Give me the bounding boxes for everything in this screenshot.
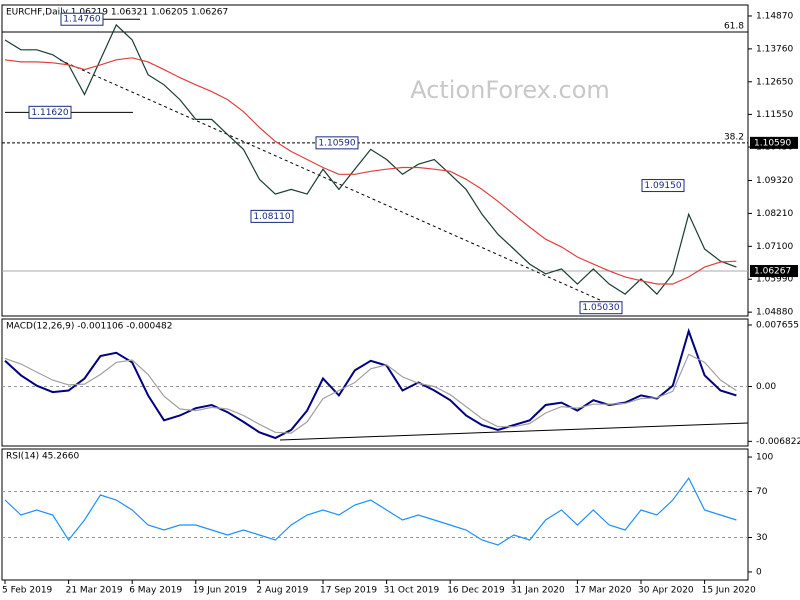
y-tick-label: 1.13760 xyxy=(756,44,793,54)
series-line xyxy=(4,476,737,546)
trend-line xyxy=(279,422,749,441)
x-tick-label: 30 Apr 2020 xyxy=(638,586,694,596)
annotation-label: 1.11620 xyxy=(31,108,68,118)
y-tick-label: 0 xyxy=(756,567,762,577)
price-box xyxy=(750,136,798,149)
price-box-label: 1.06267 xyxy=(754,267,791,277)
y-tick-label: 0.00 xyxy=(756,382,776,392)
y-tick-label: 1.12650 xyxy=(756,77,793,87)
y-tick-label: 30 xyxy=(756,533,768,543)
y-tick-label: 1.09320 xyxy=(756,176,793,186)
panel-frame xyxy=(1,448,749,581)
trend-line xyxy=(59,59,601,301)
panel-title: MACD(12,26,9) -0.001106 -0.000482 xyxy=(6,322,172,332)
annotation-label: 1.10590 xyxy=(318,138,355,148)
y-tick-label: 1.11550 xyxy=(756,110,793,120)
annotation-box xyxy=(315,136,359,150)
annotation-label: 1.14760 xyxy=(63,15,100,25)
annotation-label: 1.05030 xyxy=(582,303,619,313)
watermark: ActionForex.com xyxy=(410,76,610,104)
annotation-box xyxy=(579,301,623,315)
panel-frame xyxy=(1,318,749,447)
x-tick-label: 5 Feb 2019 xyxy=(2,586,53,596)
fib-label: 38.2 xyxy=(724,132,744,142)
x-tick-label: 15 Jun 2020 xyxy=(702,586,756,596)
annotation-box xyxy=(28,105,72,119)
y-tick-label: 100 xyxy=(756,453,773,463)
x-tick-label: 31 Jan 2020 xyxy=(511,586,565,596)
y-tick-label: 70 xyxy=(756,487,768,497)
annotation-label: 1.09150 xyxy=(644,181,681,191)
series-line xyxy=(4,57,737,285)
x-tick-label: 21 Mar 2019 xyxy=(66,586,123,596)
y-tick-label: 0.007655 xyxy=(756,320,799,330)
panel-frame xyxy=(1,4,749,317)
panel-title: EURCHF,Daily 1.06219 1.06321 1.06205 1.0… xyxy=(6,8,228,18)
series-line xyxy=(4,23,737,295)
panel-title: RSI(14) 45.2660 xyxy=(6,452,79,462)
price-box-label: 1.10590 xyxy=(754,138,791,148)
annotation-box xyxy=(250,209,294,223)
fib-label: 61.8 xyxy=(724,21,744,31)
y-tick-label: 1.14870 xyxy=(756,11,793,21)
y-tick-label: 1.04880 xyxy=(756,308,793,318)
annotation-label: 1.08110 xyxy=(253,212,290,222)
y-tick-label: -0.006822 xyxy=(756,437,800,447)
y-tick-label: 1.08210 xyxy=(756,209,793,219)
x-tick-label: 16 Dec 2019 xyxy=(447,586,505,596)
price-box xyxy=(750,265,798,278)
x-tick-label: 19 Jun 2019 xyxy=(193,586,247,596)
x-tick-label: 6 May 2019 xyxy=(129,586,182,596)
x-tick-label: 31 Oct 2019 xyxy=(384,586,440,596)
x-tick-label: 17 Sep 2019 xyxy=(320,586,377,596)
x-tick-label: 2 Aug 2019 xyxy=(256,586,308,596)
y-tick-label: 1.07100 xyxy=(756,242,793,252)
y-tick-label: 1.05990 xyxy=(756,275,793,285)
series-line xyxy=(4,353,737,434)
annotation-box xyxy=(641,179,685,193)
x-tick-label: 17 Mar 2020 xyxy=(574,586,631,596)
annotation-box xyxy=(60,12,104,26)
